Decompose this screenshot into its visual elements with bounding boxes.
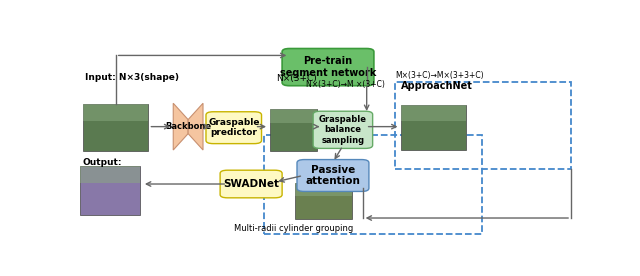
Text: Input: N×3(shape): Input: N×3(shape)	[85, 73, 179, 82]
Bar	[83, 104, 148, 121]
Text: Output:: Output:	[83, 158, 122, 167]
Text: N×(3+C)→M ×(3+C): N×(3+C)→M ×(3+C)	[306, 79, 385, 89]
Bar	[401, 105, 466, 121]
Bar	[80, 166, 140, 183]
FancyBboxPatch shape	[282, 49, 374, 86]
Text: Multi-radii cylinder grouping: Multi-radii cylinder grouping	[234, 224, 353, 233]
Bar	[401, 105, 466, 150]
Text: Passive
attention: Passive attention	[305, 165, 360, 186]
Bar	[269, 108, 317, 123]
Text: Pre-train
segment network: Pre-train segment network	[280, 56, 376, 78]
Text: Graspable
predictor: Graspable predictor	[208, 118, 259, 137]
Polygon shape	[173, 103, 188, 150]
Text: ApproachNet: ApproachNet	[401, 81, 474, 91]
Bar	[264, 135, 482, 234]
Bar	[80, 166, 140, 215]
FancyBboxPatch shape	[206, 112, 262, 144]
Text: N×(3+C): N×(3+C)	[276, 74, 317, 83]
Polygon shape	[188, 103, 203, 150]
Text: SWADNet: SWADNet	[223, 179, 279, 189]
Text: Backbone: Backbone	[165, 122, 211, 131]
Bar	[294, 183, 351, 219]
FancyBboxPatch shape	[313, 111, 372, 148]
FancyBboxPatch shape	[220, 170, 282, 198]
Text: M×(3+C)→M×(3+3+C): M×(3+C)→M×(3+3+C)	[396, 71, 484, 80]
Text: Graspable
balance
sampling: Graspable balance sampling	[319, 115, 367, 145]
Bar	[396, 82, 571, 169]
Bar	[294, 183, 351, 196]
Bar	[83, 104, 148, 151]
Bar	[269, 108, 317, 151]
FancyBboxPatch shape	[297, 160, 369, 192]
